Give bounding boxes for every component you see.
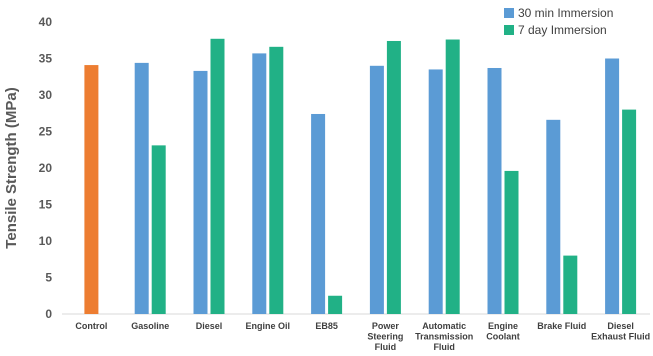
legend-swatch [504,8,514,18]
y-tick-label: 35 [39,52,53,66]
y-tick-label: 25 [39,125,53,139]
bar-series-2 [386,40,401,314]
bar-series-1 [134,62,149,314]
x-category-label: Gasoline [131,321,169,331]
legend-label: 30 min Immersion [518,6,613,20]
y-tick-label: 20 [39,161,53,175]
bar-control [84,65,99,314]
y-tick-label: 5 [45,271,52,285]
bar-series-2 [328,295,343,314]
bar-series-2 [445,39,460,315]
bar-series-1 [428,69,443,314]
bar-series-2 [504,170,519,314]
x-category-label: Brake Fluid [537,321,586,331]
legend: 30 min Immersion 7 day Immersion [504,6,613,37]
x-category-label: Diesel [196,321,223,331]
bar-series-1 [311,113,326,314]
x-category-label: EB85 [315,321,338,331]
bar-series-1 [369,65,384,314]
x-category-label: Control [75,321,107,331]
y-tick-label: 10 [39,234,53,248]
y-axis-label: Tensile Strength (MPa) [3,87,20,248]
bar-series-1 [487,67,502,315]
x-category-label: Automatic Transmission Fluid [415,321,473,352]
bar-series-2 [622,109,637,314]
x-category-label: Engine Coolant [486,321,520,342]
y-axis: 0 5 10 15 20 25 30 35 40 [39,15,53,321]
x-axis-categories: Control Gasoline Diesel Engine Oil EB85 Power… [75,321,650,352]
bar-series-1 [546,119,561,314]
y-tick-label: 40 [39,15,53,29]
bar-series-1 [605,58,620,314]
x-category-label: Power Steering Fluid [367,321,403,352]
legend-label: 7 day Immersion [518,23,607,37]
y-tick-label: 0 [45,307,52,321]
bar-series-2 [151,145,166,314]
bar-series-2 [563,255,578,314]
x-category-label: Diesel Exhaust Fluid [591,321,650,342]
y-tick-label: 30 [39,88,53,102]
bar-series-1 [193,70,208,314]
bar-series-1 [252,53,267,314]
bars [84,38,637,315]
legend-swatch [504,25,514,35]
bar-series-2 [210,38,225,314]
y-tick-label: 15 [39,198,53,212]
bar-series-2 [269,46,284,314]
x-category-label: Engine Oil [246,321,291,331]
